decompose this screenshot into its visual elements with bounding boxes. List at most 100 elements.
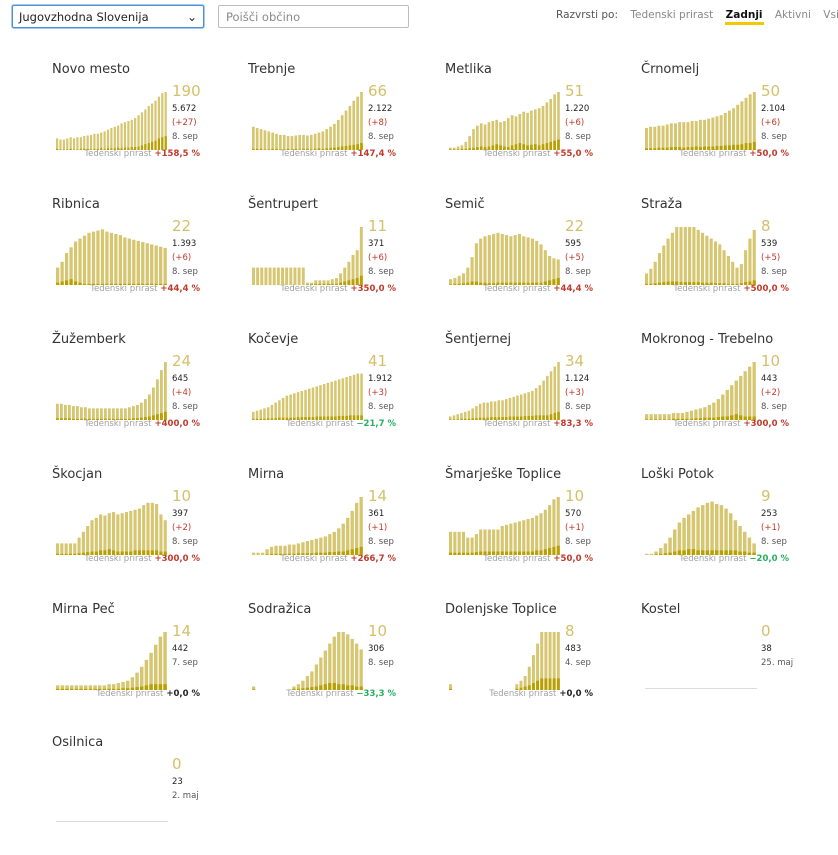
sparkline-bar: [743, 371, 747, 420]
sparkline-bar: [151, 103, 154, 150]
sparkline-bar-new: [649, 283, 653, 285]
total-cases: 595: [565, 239, 582, 249]
municipality-card[interactable]: Loški Potok 9 253 (+1) 8. sep Tedenski priras…: [641, 467, 811, 587]
municipality-card[interactable]: Šentjernej 34 1.124 (+3) 8. sep Tedenski prir…: [445, 332, 615, 452]
sparkline-bar-new: [499, 145, 502, 150]
sparkline-bar-new: [296, 688, 301, 690]
municipality-card[interactable]: Žužemberk 24 645 (+4) 8. sep Tedenski prirast…: [52, 332, 222, 452]
sparkline-chart: [56, 821, 168, 822]
sparkline-bar-new: [503, 146, 506, 150]
sort-option-weekly[interactable]: Tedenski prirast: [630, 9, 714, 21]
municipality-card[interactable]: Semič 22 595 (+5) 8. sep Tedenski prirast +44,…: [445, 197, 615, 317]
sparkline-bar-new: [337, 551, 341, 555]
sparkline-bar-new: [506, 147, 510, 150]
sparkline-bar-new: [752, 416, 756, 420]
sparkline-bar-new: [123, 147, 127, 150]
sparkline-bar-new: [543, 549, 547, 555]
sparkline-bar: [674, 123, 677, 150]
sparkline-bar: [679, 227, 683, 285]
sparkline-bar-new: [752, 141, 756, 150]
sparkline-bar: [300, 391, 304, 420]
municipality-card[interactable]: Ribnica 22 1.393 (+6) 8. sep Tedenski prirast…: [52, 197, 222, 317]
sparkline-chart: [56, 502, 167, 555]
sparkline-bar-new: [100, 148, 103, 150]
municipality-card[interactable]: Škocjan 10 397 (+2) 8. sep Tedenski prirast +3…: [52, 467, 222, 587]
sparkline-bar: [89, 134, 93, 150]
sparkline-bar-new: [72, 149, 76, 150]
active-cases: 66: [368, 82, 388, 100]
sparkline-bar: [69, 137, 72, 150]
region-select[interactable]: Jugovzhodna Slovenija ⌄: [12, 5, 204, 28]
sparkline-bar: [449, 684, 452, 690]
sparkline-bar-new: [109, 283, 114, 285]
municipality-card[interactable]: Kostel 0 38 25. maj: [641, 602, 811, 722]
sparkline-bar: [326, 280, 330, 285]
municipality-card[interactable]: Mokronog - Trebelno 10 443 (+2) 8. sep Tedens…: [641, 332, 811, 452]
sparkline-bar: [548, 256, 552, 285]
sparkline-bar: [100, 229, 105, 285]
sparkline-bar-new: [116, 551, 120, 555]
sparkline-bar: [146, 502, 150, 555]
sparkline-bar-new: [319, 685, 323, 690]
last-date: 8. sep: [368, 658, 394, 668]
weekly-growth-label: Tedenski prirast: [280, 149, 348, 159]
sparkline-bar: [113, 126, 116, 150]
municipality-card[interactable]: Črnomelj 50 2.104 (+6) 8. sep Tedenski priras…: [641, 62, 811, 182]
sparkline-bar: [256, 552, 260, 555]
sparkline-bar-new: [151, 141, 154, 150]
sort-option-active[interactable]: Aktivni: [774, 9, 811, 21]
sparkline-bar-new: [84, 688, 88, 690]
sparkline-bar-new: [727, 145, 731, 150]
sparkline-bar-new: [352, 144, 356, 150]
daily-change: (+5): [761, 253, 781, 263]
sort-option-all[interactable]: Vsi: [823, 9, 838, 21]
sparkline-bar-new: [686, 147, 690, 150]
sparkline-bar: [352, 100, 356, 150]
search-input[interactable]: [218, 5, 409, 28]
sparkline-bar-new: [121, 688, 125, 690]
sparkline-bar-new: [460, 148, 464, 150]
municipality-card[interactable]: Osilnica 0 23 2. maj: [52, 735, 222, 855]
sparkline-bar: [449, 416, 452, 420]
sparkline-bar-new: [466, 552, 470, 555]
sparkline-bar: [748, 366, 752, 420]
sparkline-bar: [527, 666, 531, 690]
sort-option-latest[interactable]: Zadnji: [725, 9, 763, 21]
sparkline-bar: [163, 247, 167, 285]
sparkline-bar-new: [304, 417, 307, 420]
weekly-growth-value: −33,3 %: [356, 689, 396, 699]
sparkline-bar: [336, 119, 340, 150]
sparkline-bar-new: [259, 418, 262, 420]
sparkline-bar: [164, 362, 167, 420]
sparkline-bar: [123, 122, 127, 150]
sparkline-bar-new: [326, 416, 330, 420]
sparkline-bar-new: [703, 417, 707, 420]
sparkline-bar: [743, 531, 747, 555]
sparkline-bar: [120, 123, 123, 150]
municipality-card[interactable]: Novo mesto 190 5.672 (+27) 8. sep Tedenski pr…: [52, 62, 222, 182]
sparkline-bar-new: [522, 282, 526, 285]
sparkline-bar: [310, 539, 314, 555]
municipality-card[interactable]: Šmarješke Toplice 10 570 (+1) 8. sep Tedenski…: [445, 467, 615, 587]
sparkline-bar: [513, 522, 517, 555]
sparkline-bar: [523, 393, 527, 420]
municipality-card[interactable]: Mirna 14 361 (+1) 8. sep Tedenski prirast +266…: [248, 467, 418, 587]
last-date: 8. sep: [368, 267, 394, 277]
sparkline-bar-new: [740, 144, 744, 150]
active-cases: 14: [368, 487, 388, 505]
weekly-growth-label: Tedenski prirast: [84, 419, 152, 429]
weekly-growth-value: +300,0 %: [154, 554, 200, 564]
sparkline-bar: [645, 273, 649, 285]
municipality-card[interactable]: Kočevje 41 1.912 (+3) 8. sep Tedenski prirast…: [248, 332, 418, 452]
municipality-card[interactable]: Mirna Peč 14 442 7. sep Tedenski prirast +0,0…: [52, 602, 222, 722]
municipality-card[interactable]: Trebnje 66 2.122 (+8) 8. sep Tedenski prirast…: [248, 62, 418, 182]
sparkline-bar-new: [355, 278, 359, 285]
sparkline-bar-new: [309, 149, 313, 150]
municipality-card[interactable]: Sodražica 10 306 8. sep Tedenski prirast −33,…: [248, 602, 418, 722]
municipality-card[interactable]: Šentrupert 11 371 (+6) 8. sep Tedenski priras…: [248, 197, 418, 317]
sparkline-bar: [73, 241, 78, 285]
municipality-card[interactable]: Straža 8 539 (+5) 8. sep Tedenski prirast +500…: [641, 197, 811, 317]
municipality-card[interactable]: Dolenjske Toplice 8 483 4. sep Tedenski prir…: [445, 602, 615, 722]
municipality-card[interactable]: Metlika 51 1.220 (+6) 8. sep Tedenski prirast…: [445, 62, 615, 182]
sparkline-bar: [163, 520, 167, 555]
